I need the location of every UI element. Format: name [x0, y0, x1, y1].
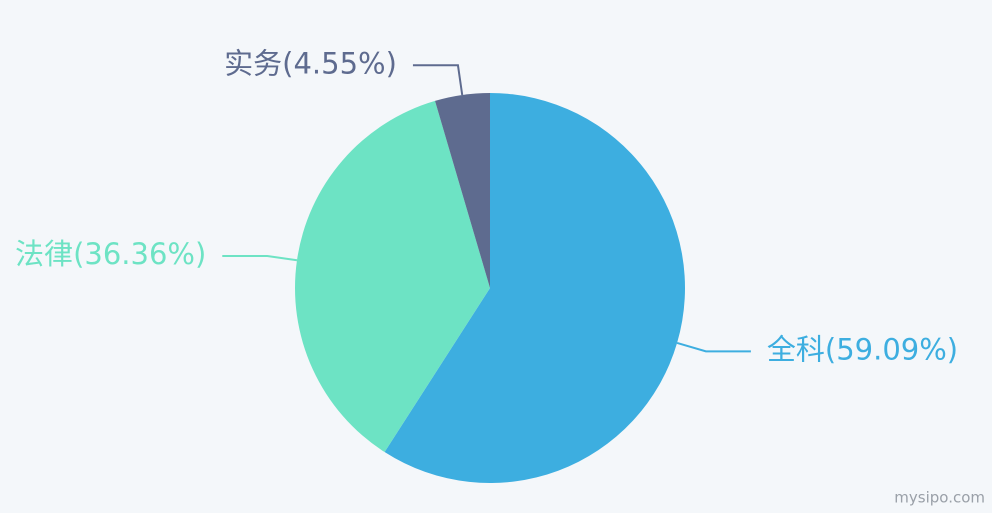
slice-label: 法律(36.36%): [15, 237, 206, 271]
category-name: 实务: [224, 46, 282, 80]
slice-label: 全科(59.09%): [767, 332, 958, 366]
category-name: 法律: [15, 237, 73, 271]
pie-slice: [435, 93, 490, 288]
value-label: (4.55%): [282, 46, 397, 80]
leader-line: [412, 64, 464, 96]
leader-line: [676, 341, 751, 353]
leader-line: [222, 255, 298, 262]
watermark: mysipo.com: [894, 489, 985, 507]
category-name: 全科: [767, 332, 825, 366]
pie-slice: [384, 93, 685, 484]
value-label: (59.09%): [825, 332, 958, 366]
value-label: (36.36%): [73, 237, 206, 271]
pie-slice: [295, 100, 490, 453]
slice-label: 实务(4.55%): [224, 46, 397, 80]
